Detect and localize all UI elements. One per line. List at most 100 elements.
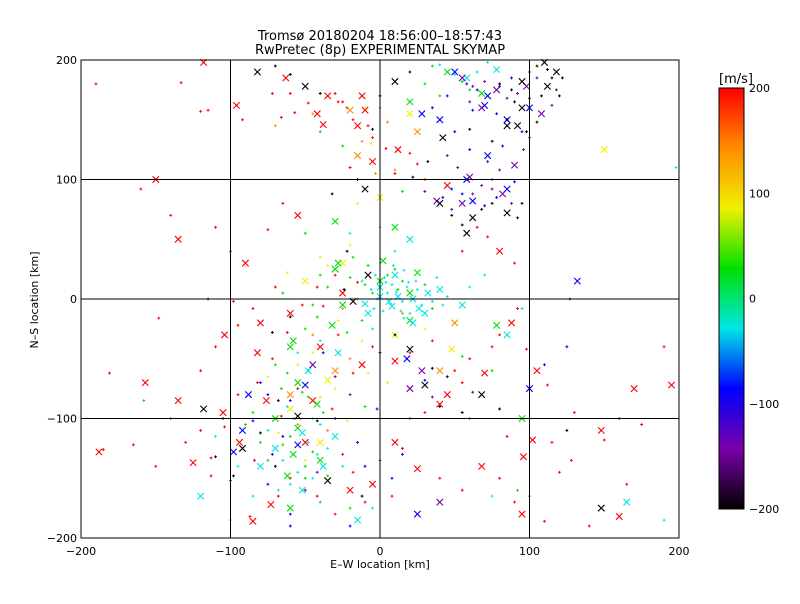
data-point bbox=[348, 166, 352, 169]
x-tick-label: −100 bbox=[215, 545, 245, 558]
data-point bbox=[356, 441, 359, 444]
data-point bbox=[381, 309, 385, 313]
data-point bbox=[555, 88, 558, 92]
data-point bbox=[640, 423, 644, 426]
data-point bbox=[197, 492, 205, 500]
data-point bbox=[415, 162, 419, 166]
data-point bbox=[326, 446, 330, 450]
data-point bbox=[236, 464, 240, 468]
data-point bbox=[471, 192, 475, 196]
data-point bbox=[520, 130, 524, 134]
data-point bbox=[436, 367, 444, 375]
data-point bbox=[401, 279, 404, 283]
data-point bbox=[318, 395, 322, 399]
data-point bbox=[281, 435, 285, 438]
data-point bbox=[324, 92, 332, 100]
data-point bbox=[301, 82, 309, 90]
data-point bbox=[415, 288, 419, 291]
data-point bbox=[348, 524, 352, 528]
data-point bbox=[396, 288, 400, 291]
data-point bbox=[364, 271, 372, 279]
data-point bbox=[209, 474, 213, 478]
chart-subtitle: RwPretec (8p) EXPERIMENTAL SKYMAP bbox=[255, 43, 505, 58]
data-point bbox=[426, 160, 430, 163]
data-point bbox=[199, 109, 202, 113]
data-point bbox=[331, 265, 339, 273]
data-point bbox=[301, 438, 309, 446]
data-point bbox=[174, 235, 182, 243]
data-point bbox=[259, 381, 262, 385]
data-point bbox=[361, 106, 369, 114]
data-point bbox=[490, 345, 494, 349]
data-point bbox=[303, 231, 307, 235]
data-point bbox=[495, 196, 499, 199]
data-point bbox=[318, 92, 322, 95]
data-point bbox=[223, 425, 226, 429]
data-point bbox=[439, 134, 447, 142]
data-point bbox=[460, 354, 464, 358]
data-point bbox=[336, 319, 340, 322]
data-point bbox=[423, 411, 427, 414]
data-point bbox=[256, 319, 264, 327]
data-point bbox=[315, 452, 319, 456]
data-point bbox=[318, 273, 322, 277]
data-point bbox=[478, 89, 486, 98]
data-point bbox=[285, 271, 289, 275]
data-point bbox=[388, 302, 396, 310]
data-point bbox=[326, 264, 330, 267]
data-point bbox=[334, 259, 342, 267]
data-point bbox=[371, 291, 374, 295]
data-point bbox=[273, 363, 277, 367]
data-point bbox=[560, 76, 564, 80]
data-point bbox=[546, 383, 549, 387]
data-point bbox=[300, 390, 304, 394]
data-point bbox=[456, 166, 460, 169]
data-point bbox=[513, 500, 516, 504]
data-point bbox=[333, 273, 337, 277]
data-point bbox=[351, 371, 355, 375]
data-point bbox=[513, 261, 516, 265]
data-point bbox=[597, 426, 605, 435]
data-point bbox=[423, 283, 427, 287]
data-point bbox=[413, 269, 421, 277]
data-point bbox=[490, 494, 494, 498]
data-point bbox=[392, 264, 395, 267]
data-point bbox=[483, 273, 487, 277]
data-point bbox=[513, 100, 516, 104]
data-point bbox=[281, 458, 285, 462]
data-point bbox=[436, 199, 444, 207]
data-point bbox=[267, 500, 275, 509]
data-point bbox=[286, 343, 294, 351]
data-point bbox=[262, 396, 270, 405]
data-point bbox=[326, 474, 330, 478]
data-point bbox=[460, 80, 464, 83]
data-point bbox=[406, 345, 414, 353]
data-point bbox=[296, 363, 300, 367]
data-point bbox=[141, 379, 149, 387]
y-tick-label: −200 bbox=[47, 532, 77, 545]
data-point bbox=[435, 276, 439, 279]
data-point bbox=[296, 423, 300, 426]
data-point bbox=[345, 331, 349, 334]
data-point bbox=[273, 285, 277, 289]
data-point bbox=[351, 470, 355, 474]
data-point bbox=[436, 285, 444, 294]
data-point bbox=[411, 175, 415, 179]
data-point bbox=[448, 345, 456, 353]
data-point bbox=[306, 441, 310, 444]
data-point bbox=[391, 77, 399, 86]
data-point bbox=[363, 464, 367, 468]
data-point bbox=[248, 515, 252, 518]
data-point bbox=[413, 465, 421, 473]
colorbar-gradient bbox=[718, 87, 745, 510]
data-point bbox=[298, 429, 306, 437]
data-point bbox=[315, 419, 319, 423]
data-point bbox=[662, 345, 666, 349]
data-point bbox=[241, 118, 244, 122]
data-point bbox=[336, 100, 340, 104]
data-point bbox=[348, 357, 352, 361]
data-point bbox=[318, 423, 322, 426]
data-point bbox=[298, 486, 306, 494]
data-point bbox=[460, 223, 464, 227]
